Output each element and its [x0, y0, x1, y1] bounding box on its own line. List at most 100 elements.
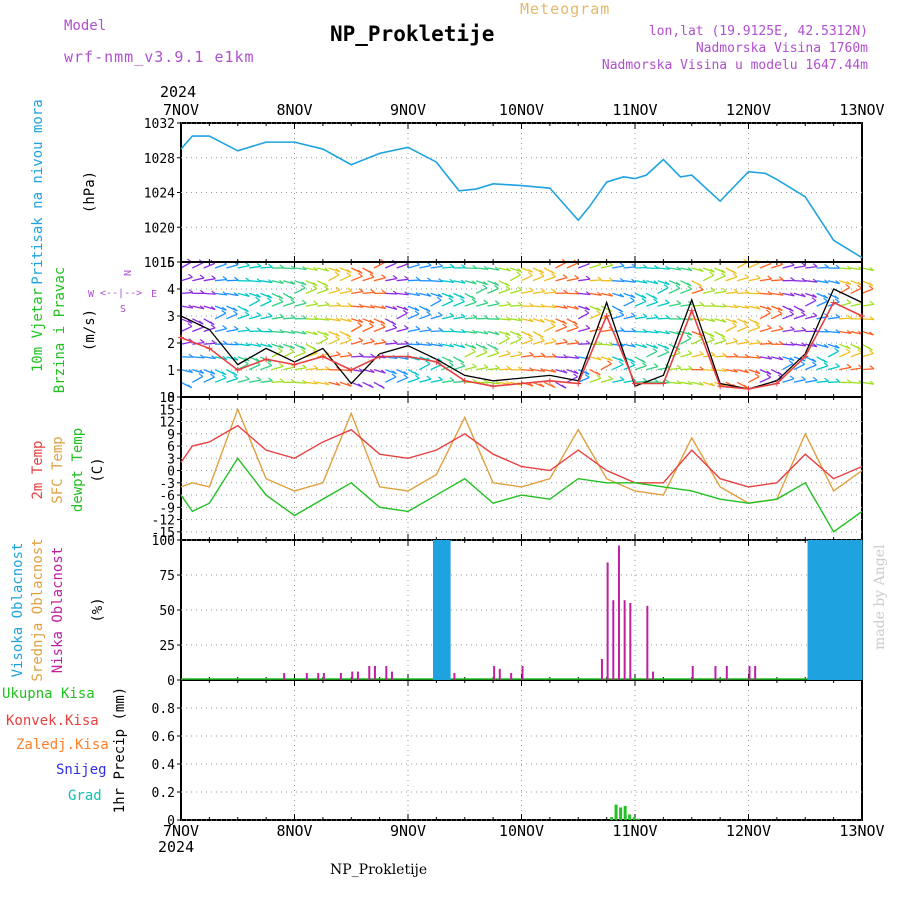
wind-arrow-head	[459, 294, 465, 299]
wind-arrow	[657, 351, 669, 358]
wind-arrow-head	[551, 304, 557, 309]
wind-arrow-head	[562, 304, 568, 309]
wind-arrow	[237, 264, 250, 269]
wind-arrow-head	[346, 272, 352, 277]
wind-arrow-head	[495, 364, 500, 369]
wind-arrow-head	[289, 345, 295, 350]
wind-arrow-head	[824, 328, 829, 333]
wind-arrow	[498, 353, 511, 358]
high-cloud-label: Visoka Oblacnost	[10, 543, 26, 678]
wind-arrow	[532, 368, 545, 373]
sfc-temp-label: SFC Temp	[50, 436, 66, 503]
wind-arrow	[714, 318, 727, 323]
dewpt-line	[180, 457, 863, 533]
wind-arrow	[271, 301, 284, 307]
low-cloud-bar	[612, 600, 615, 680]
wind-arrow-head	[811, 358, 817, 363]
wind-arrow-head	[517, 317, 523, 322]
wind-arrow-head	[494, 331, 500, 336]
y-tick-label: 0	[167, 674, 175, 689]
wind-arrow-head	[391, 321, 397, 326]
wind-arrow-head	[869, 380, 875, 385]
wind-arrow	[725, 325, 737, 333]
wind-arrow	[475, 330, 488, 335]
wind-arrow	[192, 326, 204, 333]
wind-arrow-head	[631, 263, 636, 268]
wind-arrow	[827, 330, 840, 334]
wind-arrow-head	[642, 344, 647, 348]
wind-arrow-head	[710, 268, 715, 273]
wind-arrow	[430, 379, 443, 383]
wind-arrow-head	[767, 355, 773, 360]
wind-arrow-head	[812, 376, 818, 381]
wind-arrow-head	[221, 309, 227, 314]
wind-arrow	[566, 326, 579, 333]
wind-arrow-head	[279, 264, 285, 269]
wind-arrow	[748, 342, 761, 345]
wind-arrow	[555, 368, 568, 374]
wind-arrow	[249, 280, 262, 283]
wind-arrow-head	[300, 284, 306, 289]
wind-arrow	[748, 277, 761, 282]
wind-arrow-head	[312, 285, 318, 290]
wind-arrow-head	[835, 313, 841, 318]
wind-arrow-head	[618, 360, 624, 365]
precip-bar	[614, 804, 618, 820]
wind-arrow-head	[721, 272, 726, 277]
wind-arrow-head	[483, 265, 489, 270]
wind-arrow-head	[323, 282, 329, 287]
wind-arrow-head	[732, 322, 737, 327]
wind-arrow-head	[516, 335, 522, 340]
wind-arrow	[793, 329, 806, 333]
wind-arrow-head	[823, 297, 828, 302]
wind-arrow-head	[369, 273, 375, 278]
wind-arrow-head	[426, 341, 432, 346]
wind-arrow-head	[449, 377, 455, 382]
wind-arrow	[816, 365, 829, 371]
wind-arrow-head	[517, 268, 522, 273]
wind-arrow-head	[278, 298, 284, 303]
wind-arrow-head	[289, 348, 295, 353]
wind-arrow-head	[289, 295, 294, 300]
wind-arrow-head	[403, 374, 409, 379]
wind-arrow-head	[472, 378, 478, 383]
wind-arrow	[373, 305, 386, 310]
wind-arrow-head	[233, 325, 239, 330]
wind-arrow-head	[789, 356, 795, 361]
wind-arrow-head	[766, 370, 772, 375]
wind-arrow	[714, 339, 727, 345]
wind-arrow-head	[461, 328, 466, 333]
wind-arrow-head	[278, 362, 284, 367]
wind-arrow	[419, 314, 431, 320]
wind-arrow	[487, 330, 500, 336]
wind-arrow-head	[676, 315, 682, 320]
snow-legend: Snijeg	[56, 762, 107, 778]
wind-arrow	[771, 292, 784, 296]
wind-arrow-head	[290, 280, 296, 285]
wind-arrow-head	[221, 306, 227, 311]
wind-arrow	[487, 287, 499, 294]
wind-arrow-head	[766, 373, 772, 378]
wind-arrow	[214, 377, 227, 383]
wind-arrow	[271, 365, 284, 371]
wind-arrow-head	[596, 356, 602, 361]
wind-arrow	[430, 280, 443, 283]
wind-arrow	[805, 280, 818, 283]
wind-arrow-head	[222, 340, 228, 345]
wind-arrow-head	[540, 287, 546, 292]
wind-arrow-head	[538, 333, 544, 338]
wind-arrow-head	[380, 320, 386, 325]
wind-arrow	[532, 340, 545, 345]
wind-arrow	[294, 367, 307, 371]
wind-arrow-head	[211, 339, 217, 344]
wind-arrow-head	[527, 333, 533, 338]
wind-arrow-head	[823, 362, 829, 367]
wind-arrow	[634, 280, 647, 284]
wind-arrow	[759, 356, 772, 360]
wind-arrow	[226, 377, 239, 383]
wind-arrow-head	[630, 358, 635, 363]
footer-label: NP_Prokletije	[330, 862, 428, 878]
year-top-label: 2024	[160, 83, 197, 101]
wind-arrow	[453, 380, 466, 383]
